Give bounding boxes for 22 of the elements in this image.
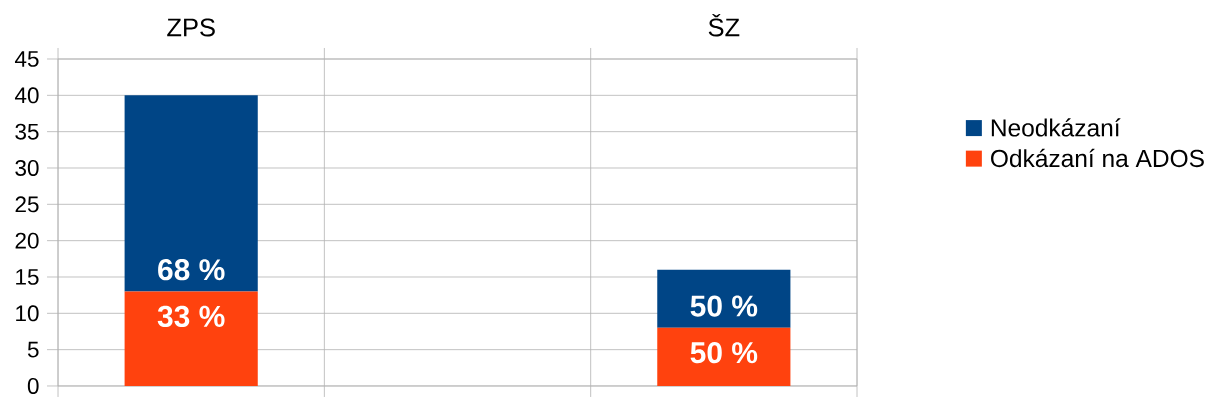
x-tick-label: ŠZ <box>708 13 740 37</box>
annotation: 50 % <box>690 342 758 364</box>
bar <box>124 95 258 292</box>
y-tick-label: 15 <box>16 269 39 285</box>
y-tick-label: 35 <box>15 123 39 140</box>
bar <box>124 291 258 386</box>
y-tick-label: 30 <box>15 160 39 176</box>
y-tick-label: 0 <box>27 378 39 394</box>
bar <box>657 327 791 386</box>
bar <box>657 269 791 328</box>
y-tick-label: 40 <box>14 87 39 104</box>
annotation: 68 % <box>158 259 225 281</box>
y-tick-label: 25 <box>15 196 39 213</box>
x-tick-label: ZPS <box>167 18 215 37</box>
y-tick-label: 10 <box>16 305 39 322</box>
legend-label: Neodkázaní <box>991 118 1121 137</box>
annotation: 33 % <box>157 305 225 327</box>
legend-label: Odkázaní na ADOS <box>991 148 1204 168</box>
y-tick-label: 5 <box>27 341 39 358</box>
annotation: 50 % <box>690 295 758 317</box>
y-tick-label: 20 <box>15 232 39 249</box>
y-tick-label: 45 <box>14 51 39 67</box>
